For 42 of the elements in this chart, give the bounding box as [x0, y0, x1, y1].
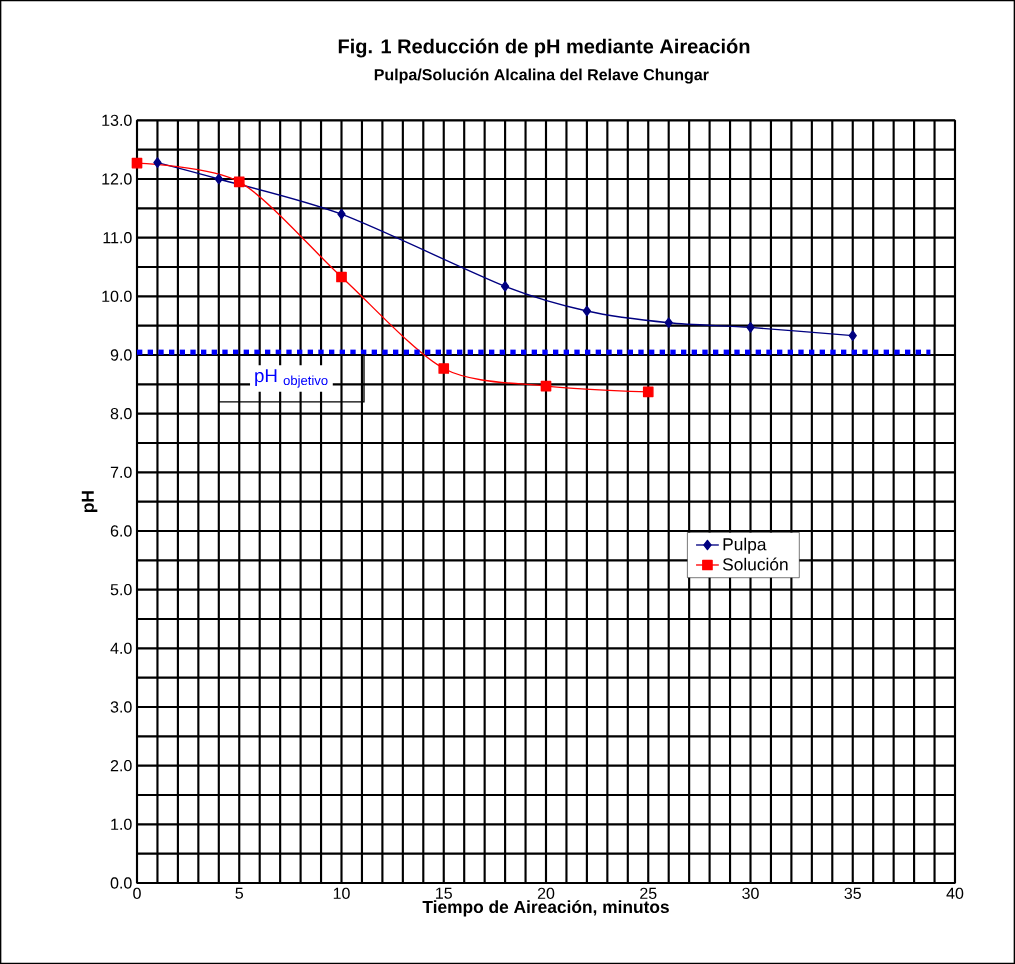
point [336, 271, 347, 283]
x-tick-label: 0 [133, 887, 141, 900]
y-tick-label: 8.0 [110, 408, 132, 420]
y-tick-label: 5.0 [110, 583, 132, 596]
y-tick-label: 10.0 [102, 290, 132, 302]
y-axis-title: pH [81, 491, 98, 513]
point [214, 173, 223, 185]
x-tick-label: 10 [333, 887, 350, 900]
point [642, 386, 654, 398]
x-tick-label: 35 [844, 887, 861, 900]
x-tick-label: 15 [436, 887, 452, 899]
point [500, 281, 510, 292]
y-tick-label: 9.0 [110, 349, 132, 361]
y-tick-label: 13.0 [102, 114, 132, 126]
legend-label: Pulpa [723, 537, 767, 554]
x-tick-label: 40 [946, 887, 964, 900]
point [438, 363, 450, 374]
x-tick-label: 20 [537, 887, 555, 900]
point [848, 330, 857, 341]
point [582, 305, 592, 317]
y-tick-label: 3.0 [110, 701, 132, 713]
y-tick-label: 7.0 [110, 466, 132, 478]
x-axis-title: Tiempo de Aireación, minutos [422, 900, 669, 917]
chart-subtitle: Pulpa/Solución Alcalina del Relave Chungar [374, 68, 709, 84]
point [153, 157, 162, 168]
chart-title: Fig. 1 Reducción de pH mediante Aireación [338, 38, 750, 58]
x-tick-label: 5 [235, 887, 244, 899]
y-tick-label: 1.0 [111, 818, 132, 830]
y-tick-label: 6.0 [110, 525, 132, 537]
x-tick-label: 25 [640, 887, 657, 900]
legend-label: Solución [722, 557, 788, 571]
ref-line-label: pH $_{objetivo}$ [255, 369, 328, 388]
y-tick-label: 4.0 [110, 642, 132, 654]
point [233, 176, 245, 188]
x-tick-label: 30 [742, 887, 759, 900]
point [746, 322, 755, 333]
y-tick-label: 11.0 [103, 232, 132, 244]
point [664, 317, 673, 329]
y-tick-label: 12.0 [102, 173, 132, 185]
y-tick-label: 0.0 [110, 877, 132, 889]
y-tick-label: 2.0 [110, 759, 132, 772]
point [337, 208, 346, 220]
